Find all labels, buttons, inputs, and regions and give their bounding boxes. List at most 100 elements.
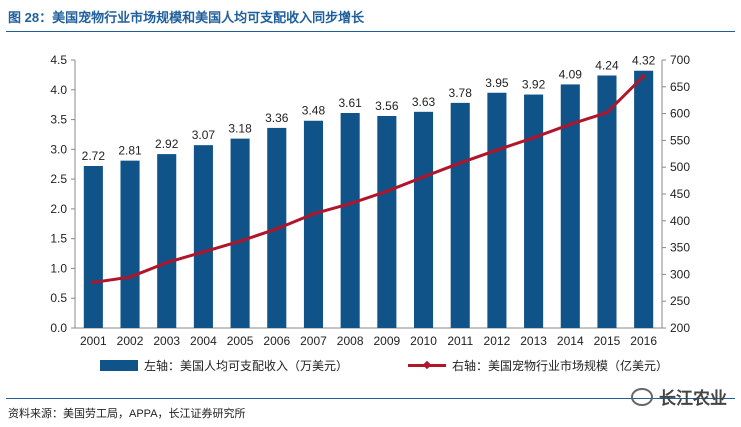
- x-tick-label: 2014: [557, 334, 584, 348]
- x-tick-label: 2006: [263, 334, 290, 348]
- x-tick-label: 2003: [153, 334, 180, 348]
- wechat-icon: [631, 387, 653, 406]
- line-point: [274, 227, 279, 231]
- bar: [560, 84, 580, 328]
- title-divider: [6, 31, 735, 32]
- line-point: [641, 74, 646, 78]
- line-point: [531, 135, 536, 140]
- line-point: [348, 201, 352, 206]
- line-point: [164, 260, 169, 265]
- x-tick-label: 2005: [227, 334, 254, 348]
- legend: 左轴：美国人均可支配收入（万美元） 右轴：美国宠物行业市场规模（亿美元）: [100, 357, 728, 374]
- right-tick-label: 700: [670, 53, 690, 67]
- line-point: [128, 275, 132, 279]
- legend-item-line: 右轴：美国宠物行业市场规模（亿美元）: [408, 357, 668, 374]
- right-tick-label: 450: [670, 187, 690, 201]
- left-tick-label: 1.0: [50, 261, 67, 275]
- source-divider: [6, 398, 735, 399]
- x-tick-label: 2009: [373, 334, 400, 348]
- left-tick-label: 3.5: [50, 113, 67, 127]
- bar-value-label: 4.09: [559, 67, 583, 81]
- bar-value-label: 2.92: [155, 137, 179, 151]
- bar: [413, 111, 434, 329]
- bar: [230, 138, 250, 328]
- x-tick-label: 2012: [484, 334, 511, 348]
- bar-value-label: 3.56: [375, 99, 399, 113]
- right-tick-label: 550: [670, 133, 690, 147]
- bar: [157, 154, 177, 328]
- right-tick-label: 300: [670, 267, 690, 281]
- bar: [634, 70, 654, 328]
- bar-value-label: 3.92: [522, 78, 546, 92]
- left-tick-label: 3.0: [50, 142, 67, 156]
- left-tick-label: 2.5: [50, 172, 67, 186]
- left-tick-label: 2.0: [50, 202, 67, 216]
- x-tick-label: 2013: [520, 334, 547, 348]
- bar: [303, 120, 324, 328]
- bar-value-label: 2.81: [118, 144, 142, 158]
- bar-value-label: 4.32: [632, 54, 656, 68]
- bar-value-label: 3.36: [265, 111, 289, 125]
- line-point: [495, 148, 499, 152]
- watermark: 长江农业: [631, 384, 727, 409]
- legend-line-swatch: [408, 364, 447, 367]
- legend-item-bar: 左轴：美国人均可支配收入（万美元）: [100, 357, 348, 374]
- right-tick-label: 650: [670, 80, 690, 94]
- x-tick-label: 2002: [117, 334, 144, 348]
- bar: [450, 102, 470, 328]
- left-tick-label: 0.0: [50, 321, 67, 335]
- bar: [487, 92, 507, 328]
- dual-axis-chart: 0.0 0.5 1.0 1.5 2.0 2.5 3.0 3.5 4.0 4.5 200 250 300 3…: [50, 53, 690, 348]
- line-point: [458, 161, 463, 165]
- bar: [83, 166, 103, 328]
- bar-value-label: 3.61: [338, 96, 362, 110]
- x-tick-label: 2010: [410, 334, 437, 348]
- watermark-text: 长江农业: [659, 389, 727, 408]
- line-point: [385, 189, 389, 194]
- right-tick-label: 250: [670, 294, 690, 308]
- line-point: [568, 122, 573, 127]
- x-tick-label: 2004: [190, 334, 217, 348]
- right-tick-label: 200: [670, 321, 690, 335]
- line-point: [311, 212, 316, 216]
- x-tick-label: 2016: [630, 334, 657, 348]
- bar-value-label: 3.95: [485, 76, 509, 90]
- legend-bar-label: 左轴：美国人均可支配收入（万美元）: [144, 359, 349, 373]
- left-tick-label: 4.5: [50, 53, 67, 67]
- x-tick-label: 2001: [80, 334, 107, 348]
- axes-layer: 0.0 0.5 1.0 1.5 2.0 2.5 3.0 3.5 4.0 4.5 200 250 300 3…: [50, 53, 690, 348]
- line-point: [605, 110, 609, 115]
- x-tick-label: 2008: [337, 334, 364, 348]
- bar-value-label: 3.07: [192, 128, 216, 142]
- bar: [377, 115, 397, 328]
- bar-value-label: 4.24: [595, 58, 619, 72]
- legend-line-label: 右轴：美国宠物行业市场规模（亿美元）: [452, 359, 669, 373]
- line-series: [91, 74, 646, 285]
- bar: [193, 145, 213, 328]
- left-tick-label: 1.5: [50, 232, 67, 246]
- line-point: [91, 280, 96, 285]
- right-tick-label: 400: [670, 214, 690, 228]
- x-tick-label: 2015: [594, 334, 621, 348]
- left-tick-label: 4.0: [50, 83, 67, 97]
- right-tick-label: 500: [670, 160, 690, 174]
- left-tick-label: 0.5: [50, 291, 67, 305]
- bar-value-label: 3.78: [449, 86, 473, 100]
- line-point: [201, 250, 206, 254]
- x-tick-label: 2007: [300, 334, 327, 348]
- bar-value-label: 3.48: [302, 104, 326, 118]
- x-tick-label: 2011: [447, 334, 473, 348]
- line-point: [421, 175, 426, 179]
- bar: [597, 75, 617, 329]
- labels-layer: 2.72 2.81 2.92 3.07 3.18 3.36 3.48 3.61 3.56 3.63…: [82, 54, 656, 163]
- bar-value-label: 3.18: [228, 122, 252, 136]
- source-note: 资料来源：美国劳工局，APPA，长江证券研究所: [8, 408, 246, 420]
- right-tick-label: 350: [670, 241, 690, 255]
- line-path: [93, 75, 645, 284]
- right-tick-label: 600: [670, 107, 690, 121]
- bar-series: [83, 70, 654, 329]
- legend-bar-swatch: [100, 360, 138, 371]
- bar: [524, 94, 544, 328]
- line-point: [238, 239, 242, 243]
- bar-value-label: 2.72: [82, 149, 106, 163]
